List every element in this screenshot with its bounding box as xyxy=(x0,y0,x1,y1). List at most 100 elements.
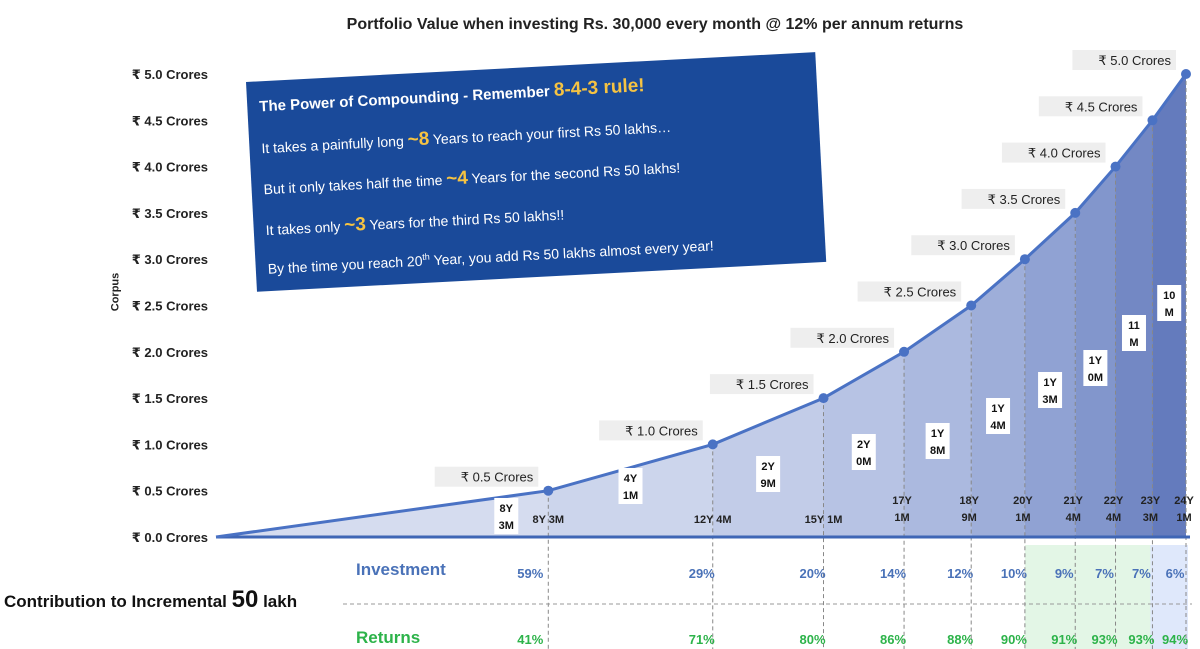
time-label: 23Y xyxy=(1141,495,1161,507)
investment-pct: 29% xyxy=(689,566,715,581)
info-line-fourth-sup: th xyxy=(422,251,431,263)
milestone-point-9 xyxy=(1147,115,1158,126)
returns-pct: 71% xyxy=(689,632,715,647)
contribution-label-a: Contribution to Incremental xyxy=(4,592,227,611)
y-tick-label: ₹ 2.5 Crores xyxy=(132,299,208,314)
contribution-label-b: lakh xyxy=(263,592,298,611)
info-line-third-a: It takes only xyxy=(265,218,341,239)
duration-label-bg xyxy=(756,456,781,492)
milestone-label-bg xyxy=(599,420,703,441)
info-line-second-hl: ~4 xyxy=(445,167,469,190)
time-label: 12Y 4M xyxy=(694,514,732,526)
returns-pct: 91% xyxy=(1051,632,1077,647)
area-band-5 xyxy=(904,305,972,537)
returns-pct: 94% xyxy=(1162,632,1188,647)
info-line-third-hl: ~3 xyxy=(343,213,367,237)
milestone-label-bg xyxy=(1001,142,1106,163)
duration-label: 1M xyxy=(623,490,638,502)
info-line-second-a: But it only takes half the time xyxy=(263,171,443,198)
milestone-point-10 xyxy=(1181,69,1191,79)
milestone-label-bg xyxy=(961,188,1066,209)
duration-label-bg xyxy=(851,434,876,470)
duration-label: 0M xyxy=(1088,372,1103,384)
milestone-label: ₹ 5.0 Crores xyxy=(1098,53,1171,68)
duration-label: 1Y xyxy=(1043,377,1057,389)
duration-label-bg xyxy=(986,398,1011,434)
milestone-label-bg xyxy=(911,235,1015,256)
y-tick-label: ₹ 2.0 Crores xyxy=(132,345,208,360)
duration-label: 9M xyxy=(760,478,775,490)
time-label: 24Y xyxy=(1174,495,1194,507)
contribution-label: Contribution to Incremental 50 lakh xyxy=(4,586,297,614)
milestone-label: ₹ 3.0 Crores xyxy=(937,238,1010,253)
y-tick-labels: ₹ 0.0 Crores ₹ 0.5 Crores ₹ 1.0 Crores ₹ 1.… xyxy=(132,67,208,545)
milestone-label-bg xyxy=(790,327,895,348)
milestone-points xyxy=(543,69,1191,496)
y-axis-label: Corpus xyxy=(109,272,122,312)
chart-title: Portfolio Value when investing Rs. 30,00… xyxy=(346,16,964,33)
milestone-label: ₹ 2.0 Crores xyxy=(816,331,889,346)
returns-pct: 88% xyxy=(947,632,973,647)
y-tick-label: ₹ 3.5 Crores xyxy=(132,206,208,221)
y-tick-label: ₹ 1.5 Crores xyxy=(132,391,208,406)
duration-label: 2Y xyxy=(857,439,871,451)
milestone-label: ₹ 4.5 Crores xyxy=(1065,99,1138,114)
time-label: 17Y xyxy=(892,495,912,507)
info-line-first: It takes a painfully long ~8 Years to re… xyxy=(261,109,807,160)
duration-labels: 8Y 3M 4Y 1M 2Y 9M 2Y 0M 1Y 8M 1Y 4M 1Y 3M 1Y 0M 11 M 10 M xyxy=(494,285,1182,534)
duration-label: 10 xyxy=(1163,290,1175,302)
highlight-cells xyxy=(1024,545,1188,649)
contribution-label-number: 50 xyxy=(231,586,259,613)
returns-pct: 93% xyxy=(1128,632,1154,647)
time-label: 15Y 1M xyxy=(805,514,843,526)
time-label: 22Y xyxy=(1104,495,1124,507)
milestone-label: ₹ 2.5 Crores xyxy=(884,285,957,300)
info-line-fourth-b: Year, you add Rs 50 lakhs almost every y… xyxy=(433,237,715,269)
investment-pct: 9% xyxy=(1055,566,1074,581)
time-label: 20Y xyxy=(1013,495,1033,507)
investment-pct: 12% xyxy=(947,566,973,581)
y-tick-label: ₹ 4.0 Crores xyxy=(132,160,208,175)
investment-pct: 20% xyxy=(799,566,825,581)
milestone-label-bg xyxy=(1038,96,1143,117)
investment-pct: 7% xyxy=(1095,566,1114,581)
duration-label: 11 xyxy=(1128,320,1140,332)
time-labels: 8Y 3M 12Y 4M 15Y 1M 17Y 1M 18Y 9M 20Y 1M 21Y 4M 22Y… xyxy=(532,495,1194,526)
dashed-guides xyxy=(547,74,1187,649)
duration-label: 1Y xyxy=(991,403,1005,415)
time-label: 9M xyxy=(962,512,977,524)
duration-label: 2Y xyxy=(761,461,775,473)
time-label: 1M xyxy=(1015,512,1030,524)
milestone-label-bg xyxy=(434,466,539,487)
info-heading-rule: 8-4-3 rule! xyxy=(553,75,646,101)
duration-label: 3M xyxy=(499,520,514,532)
milestone-label: ₹ 3.5 Crores xyxy=(988,192,1061,207)
y-tick-label: ₹ 1.0 Crores xyxy=(132,437,208,452)
investment-pct: 10% xyxy=(1001,566,1027,581)
info-line-second-b: Years for the second Rs 50 lakhs! xyxy=(471,159,681,187)
info-line-second: But it only takes half the time ~4 Years… xyxy=(263,150,809,201)
duration-label-bg xyxy=(925,423,950,459)
info-heading-text: The Power of Compounding - Remember xyxy=(258,83,551,116)
duration-label-bg xyxy=(1038,372,1063,408)
milestone-label-bg xyxy=(709,374,814,395)
y-tick-label: ₹ 0.0 Crores xyxy=(132,530,208,545)
duration-label-bg xyxy=(494,498,519,534)
milestone-point-4 xyxy=(899,346,910,357)
milestone-point-7 xyxy=(1070,207,1081,218)
investment-pct: 7% xyxy=(1132,566,1151,581)
returns-pct: 90% xyxy=(1001,632,1027,647)
duration-label: 8Y xyxy=(500,503,514,515)
duration-label: 3M xyxy=(1042,394,1057,406)
returns-pct: 80% xyxy=(799,632,825,647)
milestone-label-bg xyxy=(857,281,962,302)
duration-label: M xyxy=(1129,337,1138,349)
time-label: 1M xyxy=(894,512,909,524)
duration-label: 4Y xyxy=(624,473,638,485)
duration-label-bg xyxy=(1157,285,1182,321)
time-label: 1M xyxy=(1176,512,1191,524)
duration-label: 8M xyxy=(930,445,945,457)
duration-label-bg xyxy=(1121,315,1146,351)
investment-row-label: Investment xyxy=(356,560,446,579)
